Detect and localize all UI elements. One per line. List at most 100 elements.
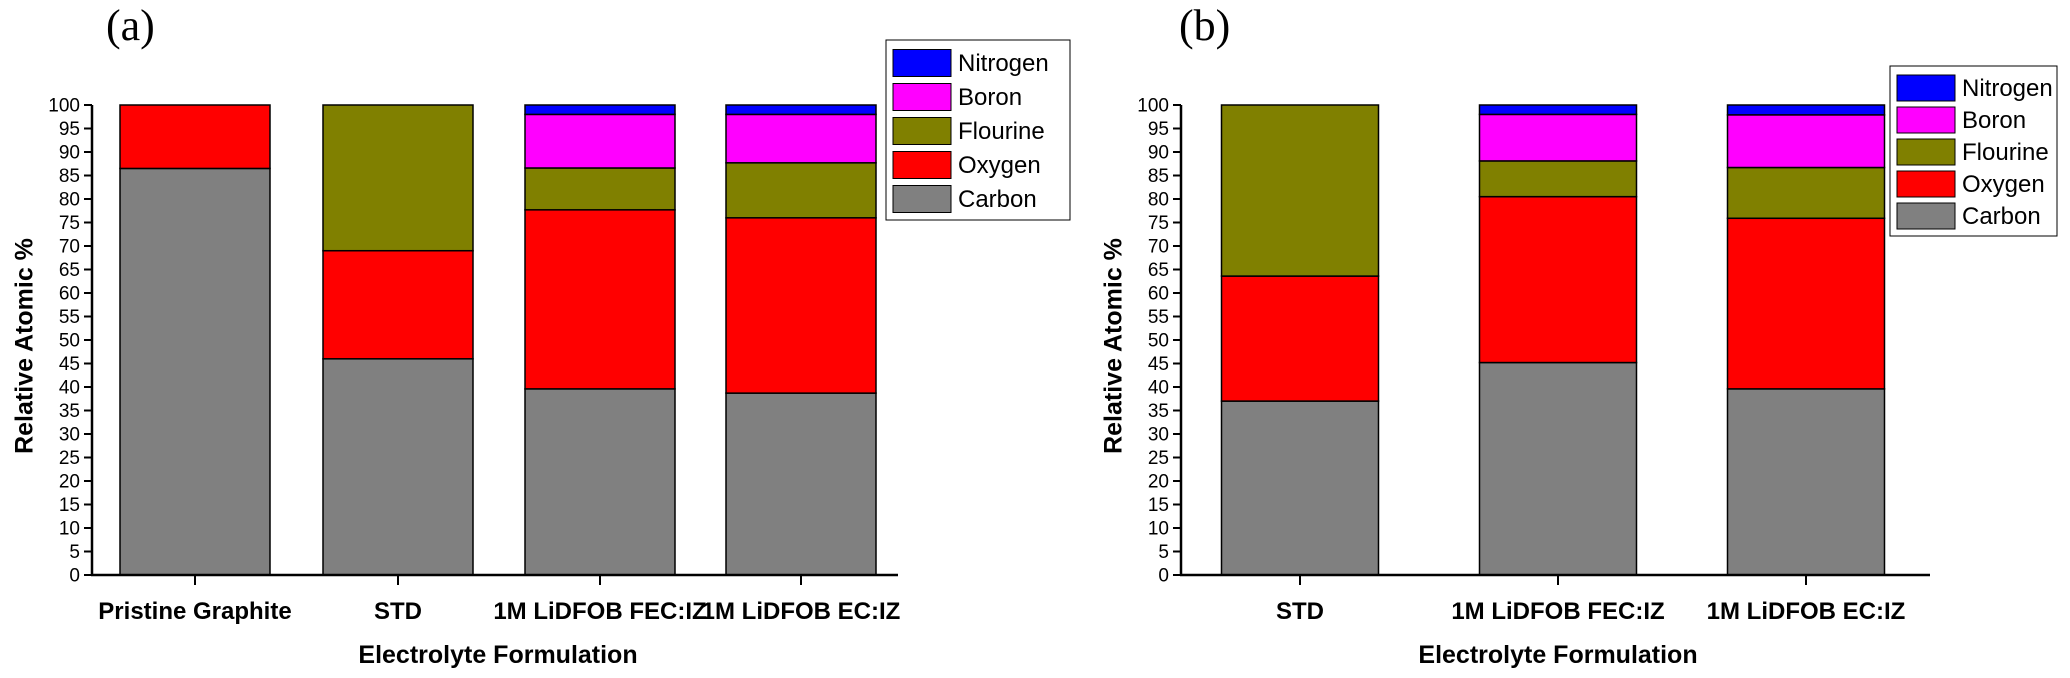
panel-a-label: (a) [106,1,155,50]
panel-a-bar-1m-lidfob-fec-iz-oxygen [524,209,676,390]
panel-b-bar-1m-lidfob-fec-iz-nitrogen [1478,104,1638,116]
panel-a-y-tick-label-45: 45 [59,354,80,375]
panel-b-y-tick-label-90: 90 [1148,143,1169,164]
panel-b-legend-swatch-nitrogen [1896,74,1956,102]
panel-a-bar-1m-lidfob-ec-iz-boron [725,113,877,164]
panel-b-bar-1m-lidfob-ec-iz-carbon [1726,388,1886,576]
panel-a-bar-1m-lidfob-fec-iz-nitrogen [524,104,676,116]
panel-a-legend: Nitrogen Boron Flourine Oxygen Carbon [885,39,1071,221]
panel-a-legend-label-nitrogen: Nitrogen [958,50,1049,77]
panel-b-legend-swatch-flourine [1896,138,1956,166]
panel-b-legend-swatch-carbon [1896,202,1956,230]
panel-a-y-tick-label-80: 80 [59,190,80,211]
panel-b-y-tick-label-45: 45 [1148,354,1169,375]
panel-b-legend-label-carbon: Carbon [1962,203,2041,230]
panel-a-legend-swatch-oxygen [892,151,952,179]
panel-a-bar-1m-lidfob-ec-iz-oxygen [725,217,877,394]
panel-b-bar-1m-lidfob-ec-iz-nitrogen [1726,104,1886,116]
panel-a-bar-1m-lidfob-fec-iz-flourine [524,167,676,211]
panel-b-x-axis-title: Electrolyte Formulation [1418,641,1697,669]
panel-a-x-tick-label-pristine-graphite: Pristine Graphite [98,598,291,625]
panel-b-bar-1m-lidfob-fec-iz-flourine [1478,160,1638,198]
panel-a-bar-1m-lidfob-ec-iz-carbon [725,392,877,576]
panel-b-bar-1m-lidfob-ec-iz-oxygen [1726,217,1886,390]
panel-b-y-tick-label-25: 25 [1148,448,1169,469]
panel-a-x-tick-label-1m-lidfob-fec-iz: 1M LiDFOB FEC:IZ [493,598,706,625]
panel-a-bar-std-carbon [322,358,474,576]
panel-a-y-tick-label-10: 10 [59,519,80,540]
panel-a-bar-std-oxygen [322,249,474,360]
panel-a-y-tick-label-55: 55 [59,307,80,328]
panel-a-y-tick-label-60: 60 [59,284,80,305]
panel-b-y-tick-label-50: 50 [1148,331,1169,352]
panel-a-y-tick-label-70: 70 [59,237,80,258]
panel-a-y-tick-label-100: 100 [48,96,80,117]
panel-b-x-tick-label-1m-lidfob-ec-iz: 1M LiDFOB EC:IZ [1707,598,1906,625]
panel-a-bar-pristine-graphite-carbon [119,167,271,576]
panel-a-y-tick-label-95: 95 [59,119,80,140]
panel-b-y-tick-label-5: 5 [1158,542,1169,563]
panel-b-y-tick-label-60: 60 [1148,284,1169,305]
panel-b-y-tick-label-40: 40 [1148,378,1169,399]
panel-b-y-tick-label-55: 55 [1148,307,1169,328]
panel-b-legend: Nitrogen Boron Flourine Oxygen Carbon [1889,65,2058,237]
panel-b-y-tick-label-20: 20 [1148,472,1169,493]
panel-a-y-tick-label-65: 65 [59,260,80,281]
panel-b-y-tick-label-35: 35 [1148,401,1169,422]
panel-b-legend-swatch-oxygen [1896,170,1956,198]
panel-b-legend-label-boron: Boron [1962,107,2026,134]
panel-a-x-tick-label-std: STD [374,598,422,625]
panel-b-x-tick-label-std: STD [1276,598,1324,625]
panel-b-y-tick-label-30: 30 [1148,425,1169,446]
panel-b-y-tick-label-10: 10 [1148,519,1169,540]
panel-a-y-axis-title: Relative Atomic % [11,238,39,454]
panel-b-y-tick-label-70: 70 [1148,237,1169,258]
panel-b-y-tick-label-65: 65 [1148,260,1169,281]
panel-a-bar-1m-lidfob-fec-iz-carbon [524,388,676,576]
panel-b-bar-1m-lidfob-fec-iz-boron [1478,113,1638,162]
panel-a-bar-1m-lidfob-fec-iz-boron [524,113,676,169]
panel-a-y-tick-label-15: 15 [59,495,80,516]
panel-b-bar-1m-lidfob-fec-iz-oxygen [1478,195,1638,364]
panel-b-y-axis-title: Relative Atomic % [1100,238,1128,454]
panel-b-y-tick-label-75: 75 [1148,213,1169,234]
panel-a-legend-swatch-carbon [892,185,952,213]
panel-b-bar-std-oxygen [1220,275,1380,402]
panel-a-bar-pristine-graphite-oxygen [119,104,271,170]
panel-a-legend-swatch-flourine [892,117,952,145]
panel-b-y-tick-label-100: 100 [1137,96,1169,117]
panel-b-bar-1m-lidfob-ec-iz-flourine [1726,166,1886,220]
panel-b-bar-1m-lidfob-ec-iz-boron [1726,114,1886,169]
panel-a-legend-label-boron: Boron [958,84,1022,111]
panel-a-bar-1m-lidfob-ec-iz-flourine [725,162,877,219]
panel-a-legend-label-flourine: Flourine [958,118,1045,145]
panel-a-y-tick-label-85: 85 [59,166,80,187]
panel-b-x-tick-label-1m-lidfob-fec-iz: 1M LiDFOB FEC:IZ [1451,598,1664,625]
panel-b-y-tick-label-80: 80 [1148,190,1169,211]
panel-a-legend-label-carbon: Carbon [958,186,1037,213]
panel-a-y-tick-label-40: 40 [59,378,80,399]
panel-a-x-tick-label-1m-lidfob-ec-iz: 1M LiDFOB EC:IZ [702,598,901,625]
panel-a-y-tick-label-35: 35 [59,401,80,422]
panel-b-label: (b) [1179,1,1230,50]
panel-a-y-tick-label-20: 20 [59,472,80,493]
panel-b-legend-label-flourine: Flourine [1962,139,2049,166]
panel-a-y-tick-label-90: 90 [59,143,80,164]
panel-b-bar-std-carbon [1220,400,1380,576]
panel-a-y-tick-label-0: 0 [69,566,80,587]
panel-b-y-tick-label-85: 85 [1148,166,1169,187]
panel-b-y-tick-label-15: 15 [1148,495,1169,516]
panel-a-y-tick-label-50: 50 [59,331,80,352]
panel-b-legend-label-oxygen: Oxygen [1962,171,2045,198]
panel-b-y-tick-label-95: 95 [1148,119,1169,140]
panel-b-legend-swatch-boron [1896,106,1956,134]
panel-a-legend-swatch-boron [892,83,952,111]
panel-b-bar-std-flourine [1220,104,1380,277]
panel-a-x-axis-title: Electrolyte Formulation [358,641,637,669]
panel-b-legend-label-nitrogen: Nitrogen [1962,75,2053,102]
